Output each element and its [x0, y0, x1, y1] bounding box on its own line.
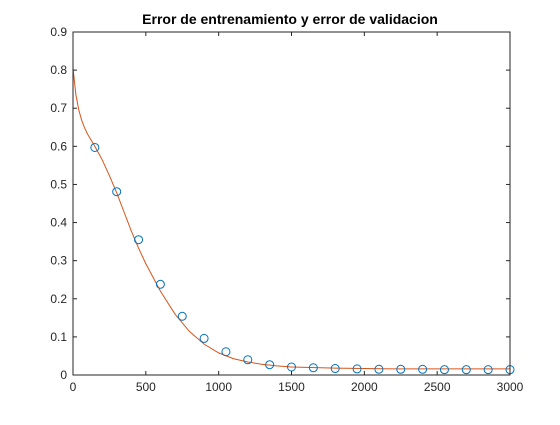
data-point — [112, 187, 122, 197]
x-tick-label: 2500 — [424, 380, 451, 394]
chart-title: Error de entrenamiento y error de valida… — [142, 11, 438, 27]
data-point — [155, 279, 165, 289]
data-point — [90, 142, 100, 152]
y-tick-label: 0.1 — [50, 330, 67, 344]
x-tick-label: 500 — [136, 380, 156, 394]
data-point — [374, 364, 384, 374]
plot-area — [72, 68, 515, 375]
data-point — [177, 311, 187, 321]
y-tick-label: 0 — [60, 368, 67, 382]
data-point — [221, 347, 231, 357]
data-point — [134, 235, 144, 245]
data-point — [199, 333, 209, 343]
axes: 0 500 1000 1500 2000 2500 3000 0 0.1 0.2 0.3 0.4 0.5… — [50, 25, 523, 394]
data-point — [308, 363, 318, 373]
y-tick-label: 0.9 — [50, 25, 67, 39]
x-tick-label: 1500 — [278, 380, 305, 394]
data-point — [352, 364, 362, 374]
data-point — [483, 365, 493, 375]
data-point — [265, 360, 275, 370]
y-tick-label: 0.6 — [50, 139, 67, 153]
x-tick-label: 3000 — [497, 380, 524, 394]
y-tick-label: 0.3 — [50, 254, 67, 268]
y-tick-label: 0.7 — [50, 101, 67, 115]
x-tick-label: 0 — [70, 380, 77, 394]
data-point — [330, 364, 340, 374]
data-point — [243, 355, 253, 365]
x-tick-label: 1000 — [205, 380, 232, 394]
axes-box — [72, 31, 511, 376]
data-point — [439, 365, 449, 375]
data-point — [461, 365, 471, 375]
y-tick-label: 0.2 — [50, 292, 67, 306]
series-line — [72, 68, 510, 370]
data-point — [396, 364, 406, 374]
x-tick-label: 2000 — [351, 380, 378, 394]
data-point — [418, 364, 428, 374]
y-tick-label: 0.5 — [50, 177, 67, 191]
y-tick-label: 0.8 — [50, 63, 67, 77]
y-tick-label: 0.4 — [50, 216, 67, 230]
